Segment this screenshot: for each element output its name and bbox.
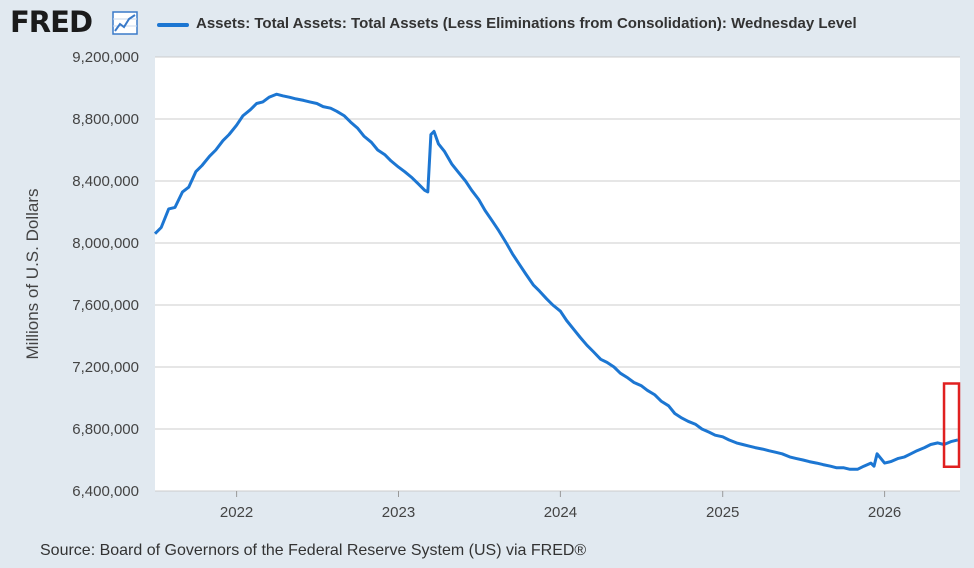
legend-series-label[interactable]: Assets: Total Assets: Total Assets (Less… [196,15,857,32]
y-tick-label: 6,800,000 [72,421,139,438]
gridlines [155,56,960,492]
x-axis-ticks: 2022 2023 2024 2025 2026 [220,491,901,521]
legend-swatch [157,23,189,27]
series-line[interactable] [153,92,959,471]
y-tick-label: 9,200,000 [72,49,139,66]
x-tick-label: 2022 [220,504,253,521]
y-axis-label: Millions of U.S. Dollars [23,189,42,360]
source-note: Source: Board of Governors of the Federa… [40,542,587,559]
plot-area [155,57,960,491]
y-axis-ticks: 6,400,000 6,800,000 7,200,000 7,600,000 8,00… [72,49,139,500]
y-tick-label: 8,800,000 [72,111,139,128]
x-tick-label: 2024 [544,504,577,521]
y-tick-label: 8,000,000 [72,235,139,252]
y-tick-label: 8,400,000 [72,173,139,190]
y-tick-label: 6,400,000 [72,483,139,500]
x-tick-label: 2023 [382,504,415,521]
line-chart: 6,400,000 6,800,000 7,200,000 7,600,000 8,00… [23,49,961,521]
line-graph-icon [112,11,138,35]
fred-logo[interactable]: FRED [10,5,93,39]
highlight-box [942,382,961,468]
y-tick-label: 7,600,000 [72,297,139,314]
x-tick-label: 2025 [706,504,739,521]
x-tick-label: 2026 [868,504,901,521]
y-tick-label: 7,200,000 [72,359,139,376]
chart-header: FRED Assets: Total Assets: Total Assets … [10,4,970,40]
